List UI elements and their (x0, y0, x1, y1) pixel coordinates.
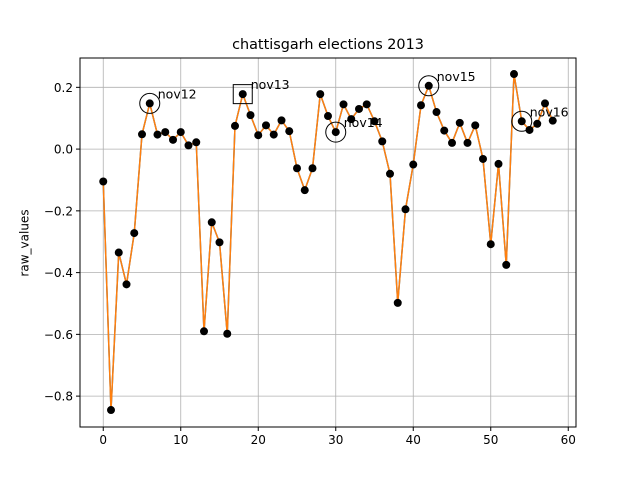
x-tick-label: 0 (99, 433, 107, 447)
data-point (161, 128, 170, 137)
data-point (223, 329, 232, 338)
data-point (339, 100, 348, 109)
data-point (169, 135, 177, 144)
data-point (114, 248, 123, 257)
y-tick-label: 0.0 (54, 143, 73, 157)
data-point (308, 164, 317, 173)
plot-frame (79, 57, 577, 428)
data-point (386, 169, 394, 178)
x-tick-label: 40 (406, 433, 421, 447)
data-point (533, 119, 542, 128)
data-point (393, 298, 402, 307)
data-point (370, 117, 379, 126)
data-point (269, 130, 278, 139)
data-point (502, 260, 511, 269)
data-point (293, 164, 301, 173)
data-point (192, 138, 201, 147)
data-point (510, 70, 518, 79)
annotation-label: nov16 (530, 104, 569, 119)
data-point (463, 138, 472, 147)
x-tick-label: 10 (173, 433, 188, 447)
data-point (130, 229, 139, 238)
data-point (417, 101, 425, 110)
data-point (184, 141, 193, 150)
y-tick-label: −0.2 (44, 204, 73, 218)
data-point (254, 131, 263, 140)
data-point (277, 116, 286, 125)
data-point (207, 218, 216, 227)
data-point (494, 159, 503, 168)
annotation-label: nov12 (158, 86, 197, 101)
data-point (525, 125, 534, 134)
data-point (99, 177, 108, 186)
data-point (448, 138, 456, 147)
x-tick-label: 50 (483, 433, 498, 447)
data-point (486, 240, 495, 249)
data-point (316, 90, 325, 99)
y-tick-label: −0.6 (44, 328, 73, 342)
data-point (432, 108, 441, 117)
data-point (231, 121, 239, 130)
annotation-label: nov15 (437, 69, 476, 84)
data-point (455, 118, 464, 127)
data-point (262, 121, 270, 130)
data-point (424, 81, 433, 90)
data-point (238, 90, 247, 99)
annotation-label: nov13 (251, 77, 290, 92)
data-point (200, 327, 208, 336)
data-point (122, 280, 131, 289)
data-point (401, 205, 410, 214)
data-point (176, 128, 185, 137)
data-point (246, 111, 255, 120)
data-point (362, 100, 371, 109)
data-point (153, 130, 162, 139)
y-tick-label: −0.4 (44, 266, 73, 280)
annotation-circle-marker (325, 121, 347, 143)
data-point (347, 115, 356, 124)
annotation-circle-marker (139, 92, 161, 114)
data-point (300, 186, 309, 195)
data-point (517, 117, 526, 126)
chart-title: chattisgarh elections 2013 (232, 37, 424, 53)
x-tick-label: 60 (561, 433, 576, 447)
x-tick-label: 30 (328, 433, 343, 447)
data-point (215, 238, 224, 247)
data-point (138, 130, 146, 139)
data-point (285, 127, 294, 136)
annotation-circle-marker (511, 110, 533, 132)
data-point (479, 154, 487, 163)
data-point (440, 126, 449, 135)
annotation-circle-marker (418, 75, 440, 97)
data-point (145, 99, 154, 108)
data-point (548, 116, 557, 125)
data-point (471, 121, 480, 130)
annotation-label: nov14 (344, 115, 383, 130)
annotations: nov12 nov13 nov14 nov15 nov16 (139, 69, 569, 143)
data-point (324, 112, 332, 121)
y-tick-label: −0.8 (44, 390, 73, 404)
axes: 0 10 20 30 40 50 60 −0.8 −0.6 −0.4 −0.2 0.0 0.2 (44, 57, 577, 447)
annotation-square-marker (232, 84, 253, 105)
y-axis-label: raw_values (18, 209, 32, 276)
data-point (331, 128, 340, 137)
data-point (378, 137, 387, 146)
data-point (541, 99, 549, 108)
data-point (355, 104, 363, 113)
data-point (107, 406, 115, 415)
data-series (99, 70, 557, 415)
x-tick-label: 20 (251, 433, 266, 447)
y-tick-label: 0.2 (54, 81, 73, 95)
data-point (409, 160, 418, 169)
